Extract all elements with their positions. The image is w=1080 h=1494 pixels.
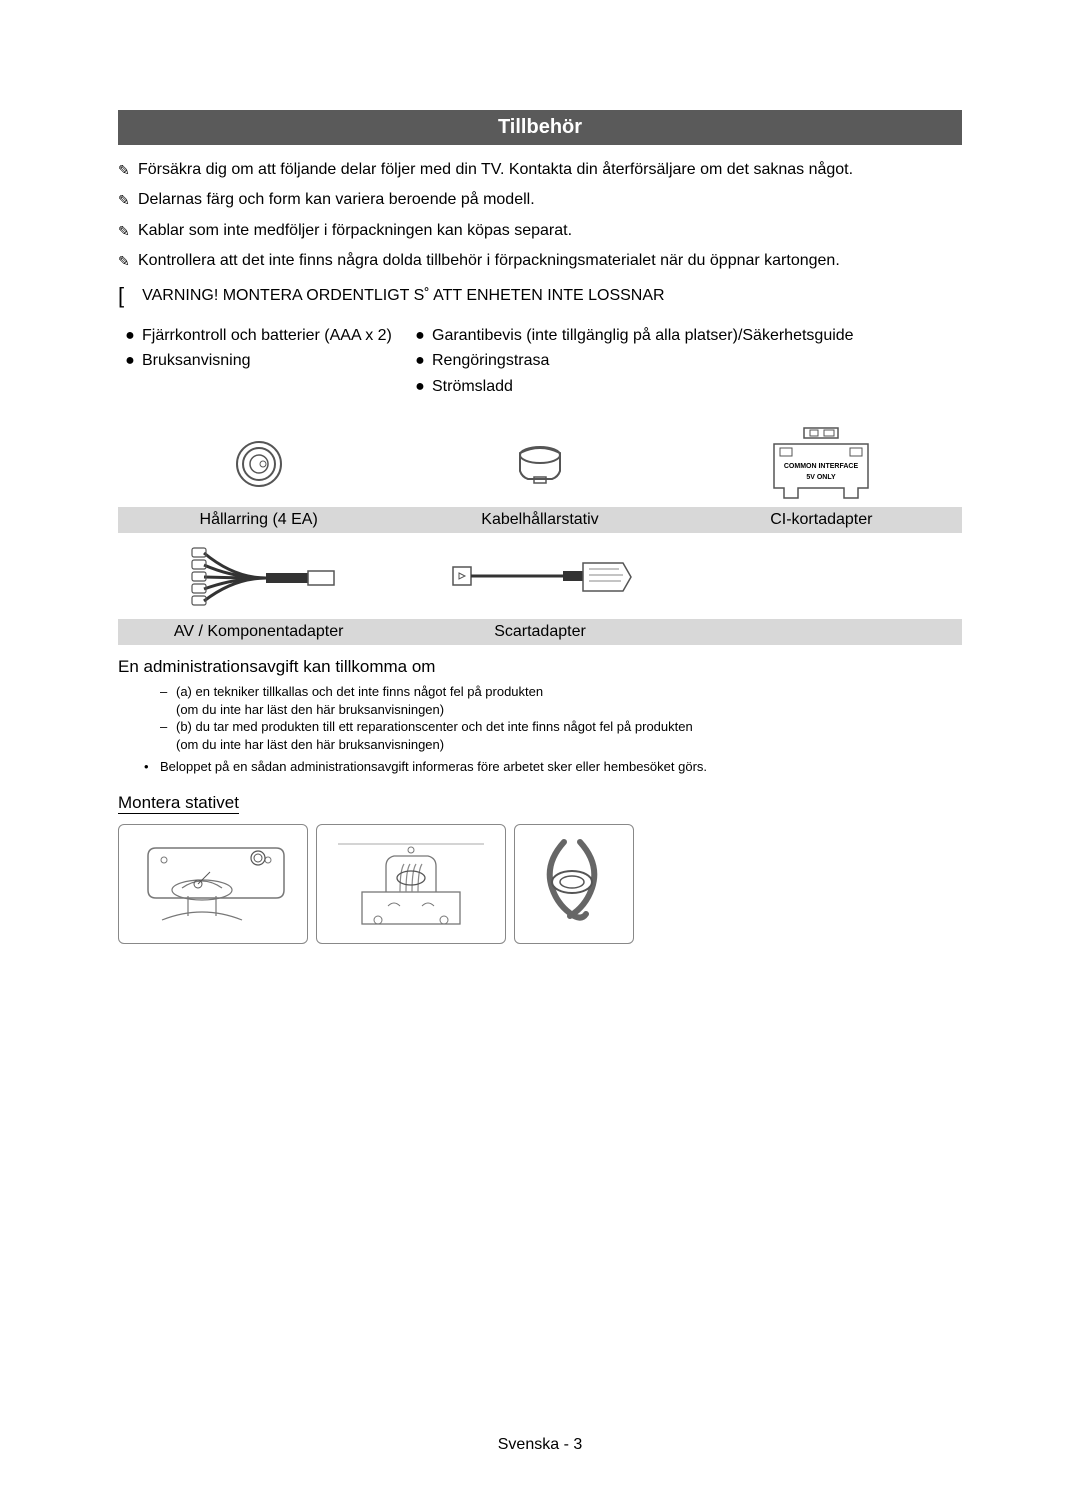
sub-text: (om du inte har läst den här bruksanvisn… bbox=[176, 736, 444, 754]
accessory-cell bbox=[399, 421, 680, 507]
list-text: Strömsladd bbox=[432, 374, 513, 400]
svg-text:COMMON INTERFACE: COMMON INTERFACE bbox=[784, 463, 859, 470]
sub-item: –(b) du tar med produkten till ett repar… bbox=[160, 718, 962, 736]
pen-icon: ✎ bbox=[118, 159, 138, 181]
accessory-label bbox=[681, 619, 962, 645]
accessory-cell bbox=[118, 421, 399, 507]
bracket-icon: [ bbox=[118, 283, 124, 309]
note-text: Försäkra dig om att följande delar följe… bbox=[138, 159, 853, 181]
accessory-label: Scartadapter bbox=[399, 619, 680, 645]
sub-bullet-text: Beloppet på en sådan administrationsavgi… bbox=[160, 758, 707, 776]
pen-icon: ✎ bbox=[118, 250, 138, 272]
note-text: Kablar som inte medföljer i förpackninge… bbox=[138, 220, 572, 242]
stand-diagram-1 bbox=[118, 824, 308, 944]
stand-diagram-2 bbox=[316, 824, 506, 944]
note-text: Kontrollera att det inte finns några dol… bbox=[138, 250, 840, 272]
note-text: Delarnas färg och form kan variera beroe… bbox=[138, 189, 535, 211]
list-text: Bruksanvisning bbox=[142, 348, 251, 374]
accessory-cell bbox=[399, 533, 680, 619]
pen-icon: ✎ bbox=[118, 220, 138, 242]
sub-text: (a) en tekniker tillkallas och det inte … bbox=[176, 683, 543, 701]
list-item: ●Strömsladd bbox=[408, 374, 962, 400]
list-item: ●Rengöringstrasa bbox=[408, 348, 962, 374]
ci-adapter-icon: COMMON INTERFACE 5V ONLY bbox=[681, 421, 962, 507]
accessory-cell: COMMON INTERFACE 5V ONLY bbox=[681, 421, 962, 507]
accessory-label: Kabelhållarstativ bbox=[399, 507, 680, 533]
diagram-row bbox=[118, 824, 962, 944]
sub-text: (om du inte har läst den här bruksanvisn… bbox=[176, 701, 444, 719]
accessory-label: AV / Komponentadapter bbox=[118, 619, 399, 645]
notes-block: ✎ Försäkra dig om att följande delar föl… bbox=[118, 159, 962, 273]
note-line: ✎ Kablar som inte medföljer i förpacknin… bbox=[118, 220, 962, 242]
section-header: Tillbehör bbox=[118, 110, 962, 145]
sub-item: (om du inte har läst den här bruksanvisn… bbox=[160, 736, 962, 754]
accessory-label: Hållarring (4 EA) bbox=[118, 507, 399, 533]
note-line: ✎ Kontrollera att det inte finns några d… bbox=[118, 250, 962, 272]
bullet-icon: ● bbox=[408, 348, 432, 374]
av-adapter-icon bbox=[118, 533, 399, 619]
bullet-col-right: ●Garantibevis (inte tillgänglig på alla … bbox=[408, 323, 962, 400]
mount-stand-heading: Montera stativet bbox=[118, 793, 239, 814]
sub-item: –(a) en tekniker tillkallas och det inte… bbox=[160, 683, 962, 701]
scart-adapter-icon bbox=[399, 533, 680, 619]
list-item: ●Fjärrkontroll och batterier (AAA x 2) bbox=[118, 323, 408, 349]
warning-text: VARNING! MONTERA ORDENTLIGT S˚ ATT ENHET… bbox=[142, 287, 664, 305]
admin-fee-line: En administrationsavgift kan tillkomma o… bbox=[118, 657, 962, 677]
sub-text: (b) du tar med produkten till ett repara… bbox=[176, 718, 693, 736]
accessory-table: COMMON INTERFACE 5V ONLY Hållarring (4 E… bbox=[118, 421, 962, 645]
list-text: Garantibevis (inte tillgänglig på alla p… bbox=[432, 323, 854, 349]
note-line: ✎ Försäkra dig om att följande delar föl… bbox=[118, 159, 962, 181]
warning-line: [ VARNING! MONTERA ORDENTLIGT S˚ ATT ENH… bbox=[118, 283, 962, 309]
note-line: ✎ Delarnas färg och form kan variera ber… bbox=[118, 189, 962, 211]
list-text: Fjärrkontroll och batterier (AAA x 2) bbox=[142, 323, 392, 349]
cable-holder-icon bbox=[399, 421, 680, 507]
accessory-cell bbox=[118, 533, 399, 619]
list-item: ●Bruksanvisning bbox=[118, 348, 408, 374]
list-text: Rengöringstrasa bbox=[432, 348, 549, 374]
accessory-label: CI-kortadapter bbox=[681, 507, 962, 533]
bullet-icon: ● bbox=[118, 348, 142, 374]
ring-icon bbox=[118, 421, 399, 507]
dash-icon: – bbox=[160, 718, 176, 736]
sub-list: –(a) en tekniker tillkallas och det inte… bbox=[160, 683, 962, 753]
accessory-cell-empty bbox=[681, 533, 962, 619]
bullet-col-left: ●Fjärrkontroll och batterier (AAA x 2) ●… bbox=[118, 323, 408, 400]
list-item: ●Garantibevis (inte tillgänglig på alla … bbox=[408, 323, 962, 349]
bullet-icon: ● bbox=[408, 374, 432, 400]
pen-icon: ✎ bbox=[118, 189, 138, 211]
dash-icon: – bbox=[160, 683, 176, 701]
sub-bullet: • Beloppet på en sådan administrationsav… bbox=[144, 758, 962, 776]
bullet-columns: ●Fjärrkontroll och batterier (AAA x 2) ●… bbox=[118, 323, 962, 400]
stand-diagram-3 bbox=[514, 824, 634, 944]
page-footer: Svenska - 3 bbox=[0, 1436, 1080, 1454]
sub-item: (om du inte har läst den här bruksanvisn… bbox=[160, 701, 962, 719]
svg-text:5V ONLY: 5V ONLY bbox=[807, 474, 837, 481]
bullet-icon: • bbox=[144, 758, 160, 776]
bullet-icon: ● bbox=[408, 323, 432, 349]
bullet-icon: ● bbox=[118, 323, 142, 349]
